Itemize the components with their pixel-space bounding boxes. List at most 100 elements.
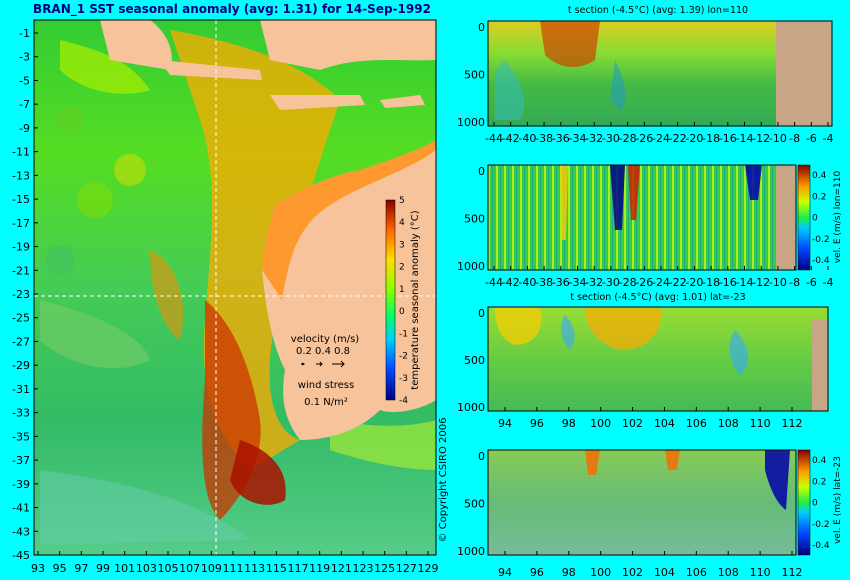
map-x-tick-label: 99 — [96, 562, 110, 575]
panel-4-colorbar-ticks: 0.4 0.2 0 -0.2 -0.4 — [812, 456, 830, 551]
map-x-tick-label: 109 — [201, 562, 222, 575]
panel-3-cool-2 — [729, 330, 748, 375]
colorbar — [385, 199, 396, 401]
map-y-tick-label: -13 — [12, 169, 30, 182]
panel-2-frame — [487, 164, 797, 271]
velocity-legend-values: 0.2 0.4 0.8 — [296, 346, 350, 357]
panel-2-colorbar-ticks: 0.4 0.2 0 -0.2 -0.4 — [812, 171, 830, 266]
wind-legend-title: wind stress — [298, 380, 354, 391]
map-x-tick-label: 95 — [53, 562, 67, 575]
panel-1-x-tick-label: -16 — [719, 132, 737, 145]
panel-3-warm-2 — [495, 307, 542, 345]
panel-2-x-tick-label: -12 — [752, 276, 770, 289]
map-y-tick-label: -29 — [12, 359, 30, 372]
section-panel-4: 0.4 0.2 0 -0.2 -0.4 vel. E (m/s) lat=-23 0 50… — [457, 449, 843, 579]
panel-4-x-tick-label: 112 — [782, 566, 803, 579]
map-y-tick-label: -1 — [19, 27, 30, 40]
map-x-tick-label: 111 — [223, 562, 244, 575]
panel-4-x-tick-label: 96 — [530, 566, 544, 579]
panel-1-plot — [488, 21, 776, 126]
panel-1-x-tick-label: -30 — [602, 132, 620, 145]
panel-2-y-tick-label: 500 — [464, 213, 485, 226]
panel-4-x-tick-label: 106 — [686, 566, 707, 579]
panel-4-x-tick-label: 94 — [498, 566, 512, 579]
section-panel-3: t section (-4.5°C) (avg: 1.01) lat=-23 0… — [457, 292, 829, 430]
panel-1-title: t section (-4.5°C) (avg: 1.39) lon=110 — [568, 5, 748, 16]
map-y-tick-label: -9 — [19, 122, 30, 135]
panel-1-x-tick-label: -24 — [652, 132, 670, 145]
panel-4-y-tick-label: 500 — [464, 498, 485, 511]
panel-4-x-tick-label: 104 — [654, 566, 675, 579]
panel-3-x-tick-label: 108 — [718, 417, 739, 430]
map-x-tick-label: 127 — [396, 562, 417, 575]
panel-4-y-ticks: 0 500 1000 — [457, 450, 485, 558]
panel-1-cool-patch-2 — [610, 60, 626, 110]
panel-1-x-tick-label: -6 — [806, 132, 817, 145]
panel-1-x-tick-label: -20 — [685, 132, 703, 145]
panel-2-y-tick-label: 0 — [478, 165, 485, 178]
panel-2-x-tick-label: -32 — [585, 276, 603, 289]
panel-4-x-tick-label: 102 — [622, 566, 643, 579]
panel-4-x-tick-label: 98 — [562, 566, 576, 579]
map-y-tick-label: -45 — [12, 549, 30, 562]
panel-1-x-tick-label: -42 — [502, 132, 520, 145]
panel-1-x-tick-label: -18 — [702, 132, 720, 145]
panel-1-x-tick-label: -8 — [789, 132, 800, 145]
panel-4-x-tick-label: 108 — [718, 566, 739, 579]
map-x-tick-label: 125 — [374, 562, 395, 575]
copyright-text: © Copyright CSIRO 2006 — [438, 418, 449, 543]
panel-4-x-tick-label: 110 — [750, 566, 771, 579]
panel-2-colorbar-tick-label: 0.4 — [812, 171, 827, 181]
panel-4-colorbar-tick-label: -0.2 — [812, 520, 830, 530]
chart-title: BRAN_1 SST seasonal anomaly (avg: 1.31) … — [33, 2, 431, 17]
panel-2-x-tick-label: -20 — [685, 276, 703, 289]
wind-legend-value: 0.1 N/m² — [304, 397, 348, 408]
map-frame — [33, 19, 437, 556]
panel-4-x-ticks: 94 96 98 100 102 104 106 108 110 112 — [498, 551, 803, 579]
panel-1-x-tick-label: -14 — [736, 132, 754, 145]
panel-1-x-tick-label: -22 — [669, 132, 687, 145]
panel-4-colorbar-label: vel. E (m/s) lat=-23 — [833, 456, 843, 544]
panel-1-y-tick-label: 500 — [464, 69, 485, 82]
colorbar-tick-label: -1 — [399, 329, 408, 339]
map-y-tick-label: -23 — [12, 288, 30, 301]
colorbar-label: temperature seasonal anomaly (°C) — [410, 210, 421, 389]
panel-4-colorbar-tick-label: 0 — [812, 499, 818, 509]
panel-3-y-ticks: 0 500 1000 — [457, 307, 485, 414]
panel-2-x-tick-label: -10 — [769, 276, 787, 289]
panel-1-x-tick-label: -32 — [585, 132, 603, 145]
panel-4-y-tick-label: 1000 — [457, 545, 485, 558]
map-x-tick-label: 113 — [244, 562, 265, 575]
map-y-tick-label: -37 — [12, 454, 30, 467]
panel-2-jet-d — [560, 165, 568, 240]
colorbar-tick-label: 5 — [399, 196, 405, 206]
panel-1-x-tick-label: -44 — [485, 132, 503, 145]
section-panel-1: t section (-4.5°C) (avg: 1.39) lon=110 0… — [457, 5, 833, 145]
panel-3-x-tick-label: 110 — [750, 417, 771, 430]
panel-2-x-tick-label: -38 — [535, 276, 553, 289]
panel-1-x-tick-label: -4 — [823, 132, 834, 145]
panel-3-x-tick-label: 104 — [654, 417, 675, 430]
panel-2-jet-c — [745, 165, 762, 200]
map-y-tick-label: -11 — [12, 146, 30, 159]
panel-4-warm-1 — [585, 450, 600, 475]
map-x-tick-label: 123 — [353, 562, 374, 575]
map-x-ticks: 93 95 97 99 101 103 105 107 109 111 113 115 117 119 12… — [31, 551, 439, 575]
map-x-tick-label: 105 — [158, 562, 179, 575]
colorbar-tick-label: -4 — [399, 396, 408, 406]
map-x-tick-label: 97 — [74, 562, 88, 575]
panel-3-x-ticks: 94 96 98 100 102 104 106 108 110 112 — [498, 407, 803, 430]
panel-2-colorbar-tick-label: -0.4 — [812, 256, 830, 266]
panel-3-title: t section (-4.5°C) (avg: 1.01) lat=-23 — [570, 292, 745, 303]
panel-1-x-tick-label: -36 — [552, 132, 570, 145]
panel-4-plot — [488, 450, 796, 555]
panel-2-x-tick-label: -4 — [823, 276, 834, 289]
panel-2-colorbar-label: vel. E (m/s) lon=110 — [833, 171, 843, 264]
panel-3-y-tick-label: 0 — [478, 307, 485, 320]
panel-2-x-tick-label: -26 — [635, 276, 653, 289]
panel-2-x-tick-label: -14 — [736, 276, 754, 289]
map-x-tick-label: 129 — [418, 562, 439, 575]
panel-4-warm-2 — [665, 450, 680, 470]
panel-2-x-tick-label: -44 — [485, 276, 503, 289]
